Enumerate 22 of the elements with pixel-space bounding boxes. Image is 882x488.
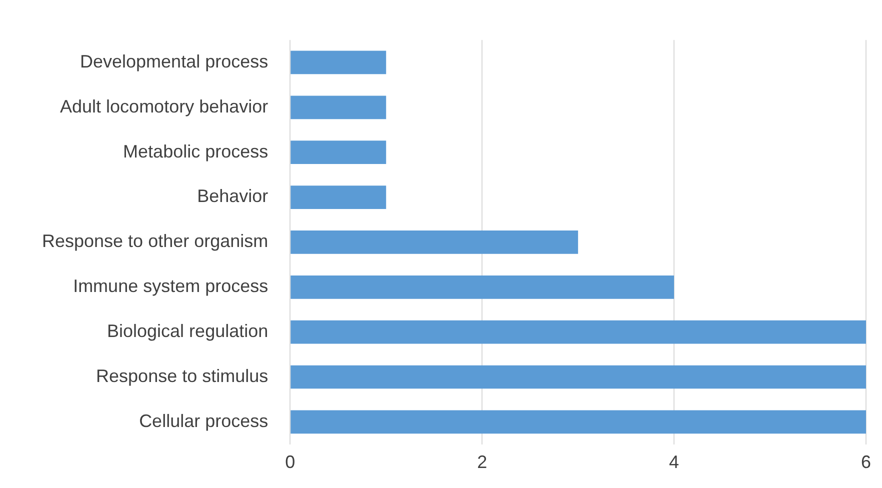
y-tick-label: Adult locomotory behavior xyxy=(60,96,268,116)
bar xyxy=(290,186,386,209)
bar xyxy=(290,275,674,299)
y-tick-label: Response to stimulus xyxy=(96,366,268,386)
bar xyxy=(290,140,386,164)
bar xyxy=(290,96,386,120)
y-tick-label: Biological regulation xyxy=(107,321,268,342)
y-tick-label: Metabolic process xyxy=(123,141,268,162)
bar xyxy=(290,410,866,434)
bar xyxy=(290,230,578,254)
bar xyxy=(290,365,866,389)
x-tick-label: 0 xyxy=(285,452,296,472)
y-tick-label: Behavior xyxy=(197,186,268,206)
bar xyxy=(290,320,866,344)
bar xyxy=(290,50,386,74)
x-tick-label: 2 xyxy=(477,452,488,472)
y-tick-label: Immune system process xyxy=(73,276,268,296)
y-tick-label: Developmental process xyxy=(80,51,268,72)
x-tick-label: 4 xyxy=(669,452,680,472)
y-tick-label: Cellular process xyxy=(139,410,268,431)
x-tick-label: 6 xyxy=(860,452,872,472)
y-tick-label: Response to other organism xyxy=(42,231,268,252)
